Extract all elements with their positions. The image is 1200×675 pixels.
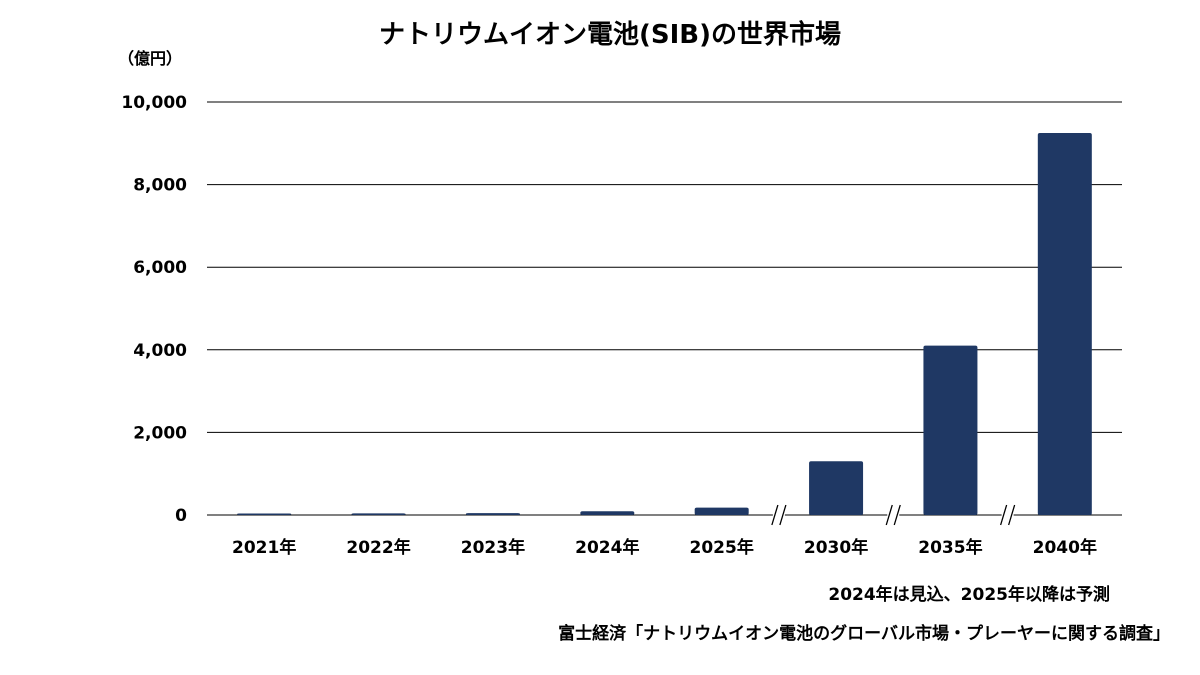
x-tick-label: 2040年 (1033, 537, 1097, 558)
axis-break-mark (893, 504, 901, 526)
x-tick-label: 2021年 (232, 537, 296, 558)
x-tick-label: 2023年 (461, 537, 525, 558)
source-note: 富士経済「ナトリウムイオン電池のグローバル市場・プレーヤーに関する調査」 (558, 623, 1170, 644)
gridlines (207, 101, 1122, 516)
axis-break-mark (771, 504, 779, 526)
forecast-note: 2024年は見込、2025年以降は予測 (828, 584, 1110, 605)
x-tick-label: 2025年 (690, 537, 754, 558)
y-tick-label: 2,000 (133, 423, 187, 443)
chart-title: ナトリウムイオン電池(SIB)の世界市場 (379, 19, 841, 50)
bar (923, 345, 978, 515)
y-axis-ticks: 0 2,000 4,000 6,000 8,000 10,000 (121, 93, 187, 526)
bar (694, 507, 749, 515)
bar (809, 461, 864, 515)
x-axis-ticks: 2021年 2022年 2023年 2024年 2025年 2030年 2035年 2040年 (232, 537, 1097, 558)
y-tick-label: 4,000 (133, 341, 187, 361)
y-axis-unit-label: （億円） (118, 49, 182, 68)
y-tick-label: 6,000 (133, 258, 187, 278)
bar (465, 513, 520, 515)
axis-break-mark (1000, 504, 1008, 526)
axis-break-mark (1008, 504, 1016, 526)
y-tick-label: 8,000 (133, 176, 187, 196)
bars (237, 132, 1092, 515)
bar (351, 513, 406, 515)
x-tick-label: 2030年 (804, 537, 868, 558)
x-tick-label: 2024年 (575, 537, 639, 558)
axis-breaks (771, 503, 1016, 526)
axis-break-mark (779, 504, 787, 526)
y-tick-label: 10,000 (121, 93, 187, 113)
bar (580, 511, 635, 515)
bar (1037, 132, 1092, 515)
y-tick-label: 0 (175, 506, 187, 526)
axis-break-mark (885, 504, 893, 526)
bar (237, 513, 292, 515)
x-tick-label: 2035年 (918, 537, 982, 558)
x-tick-label: 2022年 (346, 537, 410, 558)
